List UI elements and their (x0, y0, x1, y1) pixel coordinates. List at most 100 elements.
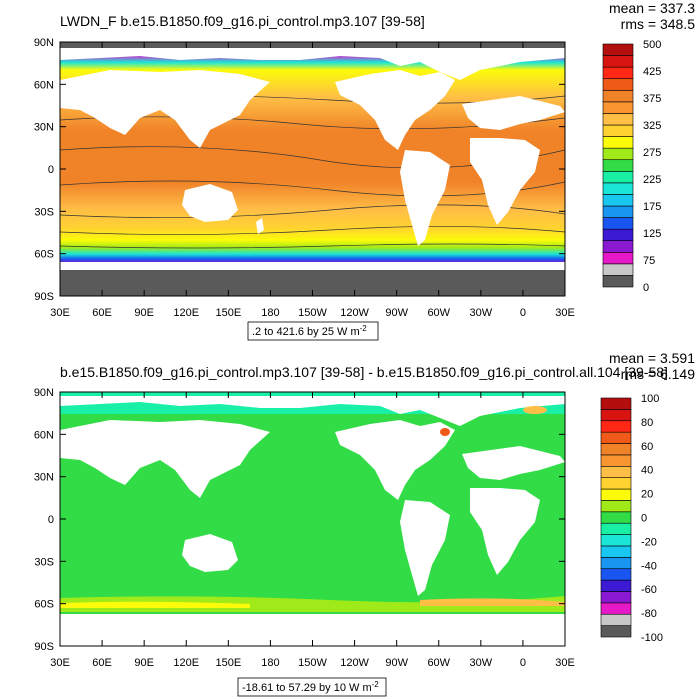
colorbar-label: 275 (643, 147, 661, 159)
colorbar-swatch (602, 124, 634, 137)
colorbar-swatch (600, 522, 632, 535)
colorbar-swatch (602, 251, 634, 265)
bottom-colorbar: -100 -80 -60 -40 -20 0 20 40 60 80 100 (600, 393, 663, 644)
colorbar-swatch (602, 78, 634, 91)
lat-label: 60N (34, 79, 54, 91)
colorbar-swatch (600, 511, 632, 524)
colorbar-label: 0 (641, 513, 647, 525)
colorbar-swatch (600, 534, 632, 547)
colorbar-swatch (600, 557, 632, 570)
colorbar-swatch (602, 43, 634, 56)
colorbar-swatch (600, 613, 632, 626)
colorbar-label: 425 (643, 66, 661, 78)
lat-label: 90N (34, 387, 54, 399)
lon-label: 90W (385, 307, 408, 319)
colorbar-swatch (600, 625, 632, 638)
colorbar-swatch (600, 465, 632, 478)
top-range-note: .2 to 421.6 by 25 W m-2 (252, 324, 367, 338)
colorbar-label: -80 (641, 608, 657, 620)
lat-label: 0 (48, 514, 54, 526)
colorbar-swatch (600, 431, 632, 444)
lat-label: 30N (34, 472, 54, 484)
lon-label: 60W (427, 657, 450, 669)
colorbar-swatch (602, 228, 634, 242)
top-title: LWDN_F b.e15.B1850.f09_g16.pi_control.mp… (60, 13, 425, 29)
bottom-lon-axis: 30E 60E 90E 120E 150E 180 150W 120W 90W 60W 30W 0 30… (50, 392, 575, 669)
top-range-box (247, 321, 379, 341)
colorbar-swatch (602, 55, 634, 68)
lon-label: 150E (215, 657, 241, 669)
colorbar-swatch (600, 454, 632, 467)
top-panel: LWDN_F b.e15.B1850.f09_g16.pi_control.mp… (34, 0, 696, 341)
colorbar-swatch (602, 66, 634, 80)
lon-label: 0 (520, 657, 526, 669)
lon-label: 30W (470, 657, 493, 669)
colorbar-swatch (602, 159, 634, 172)
lat-label: 90S (34, 291, 54, 303)
bottom-panel: b.e15.B1850.f09_g16.pi_control.mp3.107 [… (34, 350, 696, 697)
lon-label: 90E (134, 307, 154, 319)
colorbar-label: -20 (641, 536, 657, 548)
colorbar-label: 40 (641, 465, 653, 477)
bottom-title: b.e15.B1850.f09_g16.pi_control.mp3.107 [… (60, 364, 668, 380)
lon-label: 30E (555, 657, 575, 669)
lat-label: 60N (34, 429, 54, 441)
top-mean: mean = 337.3 (609, 0, 695, 16)
colorbar-swatch (600, 443, 632, 456)
lon-label: 0 (520, 307, 526, 319)
bottom-range-note: -18.61 to 57.29 by 10 W m-2 (242, 680, 379, 694)
colorbar-swatch (602, 205, 634, 218)
colorbar-label: 80 (641, 417, 653, 429)
top-lon-axis: 30E 60E 90E 120E 150E 180 150W 120W 90W 60W 30W 0 30… (50, 42, 575, 319)
colorbar-label: 100 (641, 393, 659, 405)
colorbar-label: -40 (641, 560, 657, 572)
bottom-lat-axis: 90N 60N 30N 0 30S 60S 90S (34, 387, 565, 653)
bottom-mean: mean = 3.591 (609, 350, 695, 366)
colorbar-label: 225 (643, 174, 661, 186)
top-colorbar: 0 75 125 175 225 275 325 375 425 500 (602, 39, 661, 294)
colorbar-swatch (602, 101, 634, 114)
lon-label: 30W (470, 307, 493, 319)
colorbar-label: 20 (641, 489, 653, 501)
lon-label: 150W (298, 657, 327, 669)
colorbar-swatch (602, 194, 634, 207)
lon-label: 90E (134, 657, 154, 669)
bottom-hotspot-nordic (523, 406, 547, 414)
colorbar-swatch (600, 420, 632, 433)
colorbar-label: -100 (641, 632, 663, 644)
lon-label: 120E (173, 657, 199, 669)
lat-label: 60S (34, 249, 54, 261)
lon-label: 90W (385, 657, 408, 669)
lon-label: 120E (173, 307, 199, 319)
colorbar-swatch (602, 263, 634, 276)
lon-label: 180 (261, 307, 279, 319)
lon-label: 60E (92, 657, 112, 669)
colorbar-label: 325 (643, 120, 661, 132)
lon-label: 60E (92, 307, 112, 319)
colorbar-swatch (602, 275, 634, 288)
lon-label: 180 (261, 657, 279, 669)
lon-label: 30E (50, 657, 70, 669)
lon-label: 60W (427, 307, 450, 319)
colorbar-swatch (600, 409, 632, 422)
lon-label: 120W (340, 307, 369, 319)
colorbar-swatch (600, 488, 632, 501)
lon-label: 120W (340, 657, 369, 669)
colorbar-swatch (600, 602, 632, 615)
colorbar-swatch (602, 240, 634, 253)
lat-label: 90N (34, 37, 54, 49)
bottom-land (60, 396, 565, 646)
bottom-rms: rms = 6.149 (621, 366, 696, 382)
colorbar-swatch (602, 217, 634, 230)
colorbar-swatch (600, 397, 632, 410)
lon-label: 150E (215, 307, 241, 319)
bottom-map-field (60, 392, 565, 646)
top-rms: rms = 348.5 (621, 16, 696, 32)
lat-label: 60S (34, 599, 54, 611)
lat-label: 30S (34, 556, 54, 568)
colorbar-swatch (602, 147, 634, 161)
lat-label: 90S (34, 641, 54, 653)
colorbar-label: 175 (643, 201, 661, 213)
colorbar-label: 500 (643, 39, 661, 51)
